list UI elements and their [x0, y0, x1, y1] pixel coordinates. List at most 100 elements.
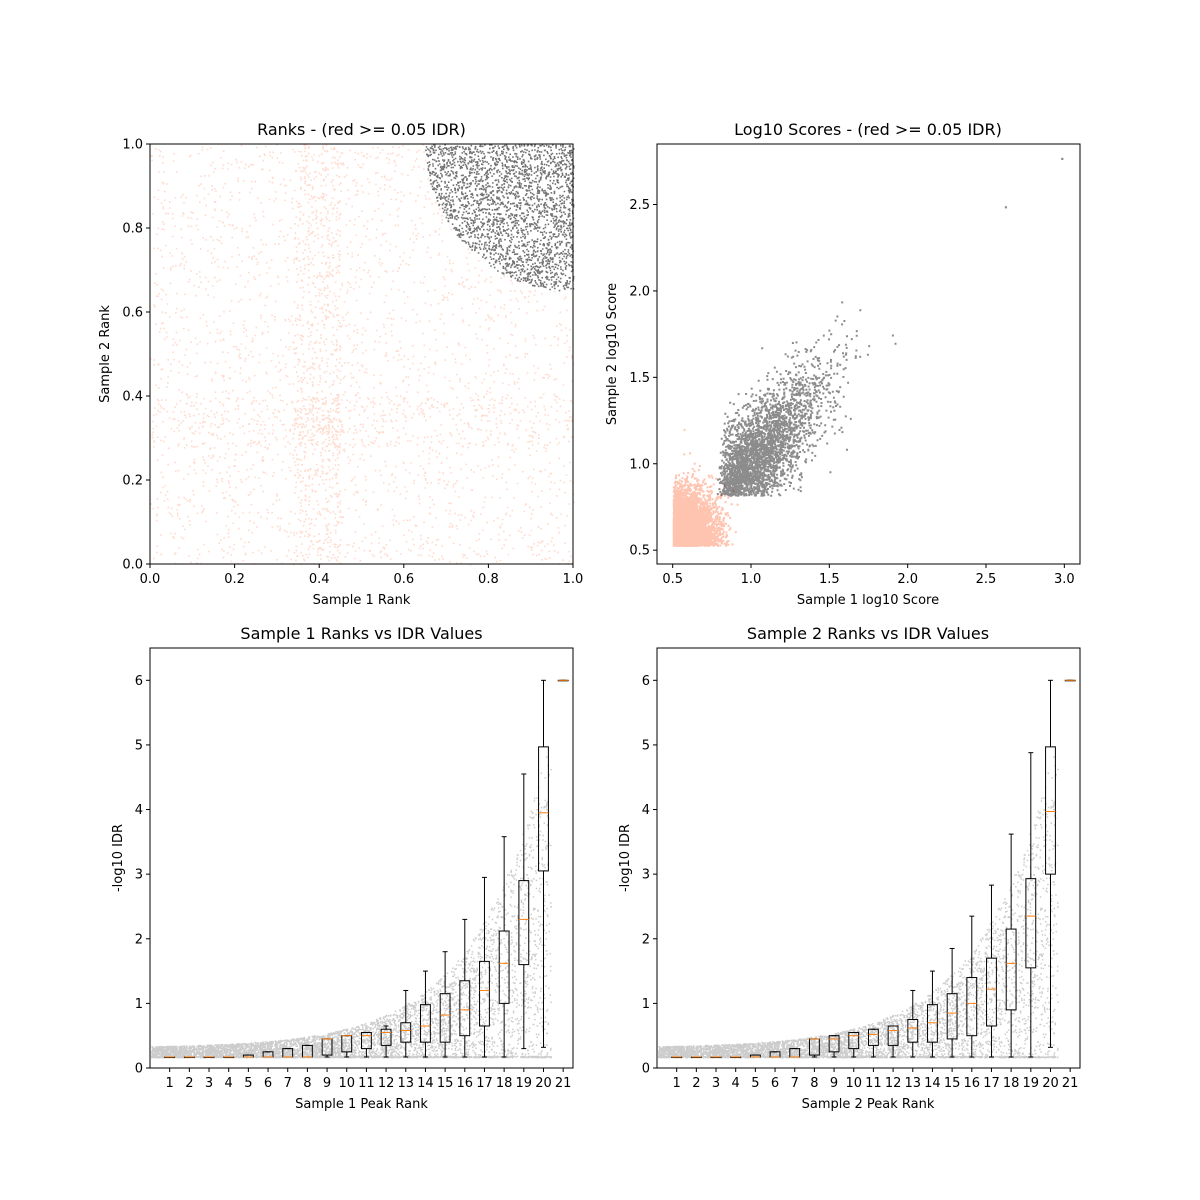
score-scatter-ytick-label: 0.5: [629, 544, 650, 559]
sample1-box-box: [518, 880, 530, 966]
score-scatter-marks: [672, 157, 1064, 547]
sample2-box-frame: [656, 647, 1081, 1069]
sample2-box-box: [907, 1019, 919, 1043]
sample1-box-xtick-label: 1: [166, 1076, 174, 1091]
sample1-box-xtick-label: 11: [358, 1076, 375, 1091]
sample1-box-xtick-label: 3: [205, 1076, 213, 1091]
sample2-box-box: [828, 1035, 840, 1053]
score-scatter-ytick-label: 1.5: [629, 371, 650, 386]
sample2-box-box: [1045, 746, 1056, 875]
sample1-box-marks: [151, 679, 569, 1059]
score-scatter-ytick-label: 2.0: [629, 284, 650, 299]
rank-scatter-xlabel: Sample 1 Rank: [313, 593, 411, 608]
score-scatter-ticks: 0.5 1.0 1.5 2.0 2.5 3.0 0.5 1.0 1.5 2.0 2.5: [629, 198, 1074, 587]
sample1-box-xtick-label: 12: [378, 1076, 395, 1091]
score-scatter-ytick-label: 2.5: [629, 198, 650, 213]
rank-scatter-xtick-label: 1.0: [563, 572, 584, 587]
sample2-box-xtick-label: 8: [810, 1076, 818, 1091]
sample2-box-box: [848, 1031, 860, 1050]
sample2-box-box: [1025, 878, 1037, 969]
sample2-box-box: [868, 1028, 879, 1046]
sample1-box-title: Sample 1 Ranks vs IDR Values: [240, 624, 482, 643]
rank-scatter-ytick-label: 1.0: [122, 138, 143, 153]
sample1-box-box: [479, 960, 490, 1027]
sample2-box-xtick-label: 9: [830, 1076, 838, 1091]
sample2-box-ytick-label: 6: [642, 674, 650, 689]
sample1-box-ytick-label: 6: [135, 674, 143, 689]
sample1-box-box: [498, 930, 510, 1004]
sample1-box-xtick-label: 13: [397, 1076, 414, 1091]
sample1-box-ytick-label: 3: [135, 868, 143, 883]
rank-scatter-xtick-label: 0.0: [140, 572, 161, 587]
sample2-box-ytick-label: 4: [642, 803, 650, 818]
rank-scatter-ticks: 0.0 0.2 0.4 0.6 0.8 1.0 0.0 0.2 0.4 0.6 0.8 1.0: [122, 138, 583, 588]
sample1-box-xtick-label: 7: [284, 1076, 292, 1091]
sample1-box-xtick-label: 20: [535, 1076, 552, 1091]
sample1-box-xtick-label: 21: [555, 1076, 572, 1091]
sample2-box-xtick-label: 3: [712, 1076, 720, 1091]
sample1-box-box: [361, 1031, 372, 1050]
sample2-box-marks: [658, 679, 1076, 1059]
score-scatter-xtick-label: 3.0: [1054, 572, 1075, 587]
sample1-box-xtick-label: 5: [244, 1076, 252, 1091]
sample2-box-xtick-label: 14: [924, 1076, 941, 1091]
sample1-box-xtick-label: 6: [264, 1076, 272, 1091]
score-scatter-xtick-label: 2.5: [976, 572, 997, 587]
sample2-box-box: [887, 1025, 899, 1046]
rank-scatter-marks: [150, 144, 575, 566]
score-scatter-panel: Log10 Scores - (red >= 0.05 IDR) 0.5 1.0 1…: [605, 120, 1081, 608]
sample1-box-ytick-label: 1: [135, 997, 143, 1012]
score-scatter-frame: [656, 143, 1081, 565]
sample2-box-ytick-label: 1: [642, 997, 650, 1012]
sample1-box-box: [538, 746, 549, 872]
score-scatter-title: Log10 Scores - (red >= 0.05 IDR): [734, 120, 1002, 139]
rank-scatter-title: Ranks - (red >= 0.05 IDR): [257, 120, 466, 139]
sample1-box-xtick-label: 9: [323, 1076, 331, 1091]
rank-scatter-xtick-label: 0.6: [393, 572, 414, 587]
sample1-box-xtick-label: 17: [476, 1076, 493, 1091]
sample2-box-panel: Sample 2 Ranks vs IDR Values 1 2 3 4 5 6 7 8 9 10…: [618, 624, 1081, 1112]
sample2-box-box: [986, 957, 997, 1027]
sample1-box-xlabel: Sample 1 Peak Rank: [295, 1097, 428, 1112]
score-points-red: [672, 428, 739, 547]
sample2-box-xtick-label: 18: [1003, 1076, 1020, 1091]
score-scatter-ylabel: Sample 2 log10 Score: [605, 283, 620, 425]
sample2-box-xtick-label: 1: [673, 1076, 681, 1091]
rank-scatter-xtick-label: 0.8: [478, 572, 499, 587]
sample2-box-ytick-label: 3: [642, 868, 650, 883]
rank-points-red: [150, 144, 575, 566]
sample2-box-xtick-label: 13: [904, 1076, 921, 1091]
sample2-box-xtick-label: 21: [1062, 1076, 1079, 1091]
sample2-box-xtick-label: 12: [885, 1076, 902, 1091]
sample1-box-box: [420, 1004, 431, 1043]
rank-points-black: [425, 144, 575, 292]
sample2-box-box: [966, 977, 978, 1037]
sample2-box-ylabel: -log10 IDR: [618, 824, 633, 892]
sample2-box-title: Sample 2 Ranks vs IDR Values: [747, 624, 989, 643]
sample1-box-xtick-label: 8: [303, 1076, 311, 1091]
sample1-box-ytick-label: 2: [135, 932, 143, 947]
sample2-box-xtick-label: 19: [1023, 1076, 1040, 1091]
sample2-box-box: [927, 1004, 938, 1043]
sample1-box-ytick-label: 4: [135, 803, 143, 818]
sample1-box-box: [380, 1028, 392, 1046]
sample1-box-xtick-label: 19: [516, 1076, 533, 1091]
rank-scatter-ytick-label: 0.6: [122, 306, 143, 321]
sample2-box-xtick-label: 2: [692, 1076, 700, 1091]
sample2-box-xtick-label: 7: [791, 1076, 799, 1091]
score-scatter-xtick-label: 1.5: [819, 572, 840, 587]
sample1-box-box: [439, 993, 451, 1043]
sample2-box-xtick-label: 17: [983, 1076, 1000, 1091]
score-scatter-xtick-label: 1.0: [741, 572, 762, 587]
sample2-box-xtick-label: 16: [964, 1076, 981, 1091]
rank-scatter-ytick-label: 0.2: [122, 474, 143, 489]
score-points-black: [716, 157, 1064, 497]
sample1-box-xtick-label: 18: [496, 1076, 513, 1091]
rank-scatter-ytick-label: 0.8: [122, 222, 143, 237]
sample2-box-xtick-label: 4: [732, 1076, 740, 1091]
rank-scatter-ylabel: Sample 2 Rank: [98, 305, 113, 403]
sample2-box-xtick-label: 5: [751, 1076, 759, 1091]
rank-scatter-frame: [149, 143, 574, 565]
